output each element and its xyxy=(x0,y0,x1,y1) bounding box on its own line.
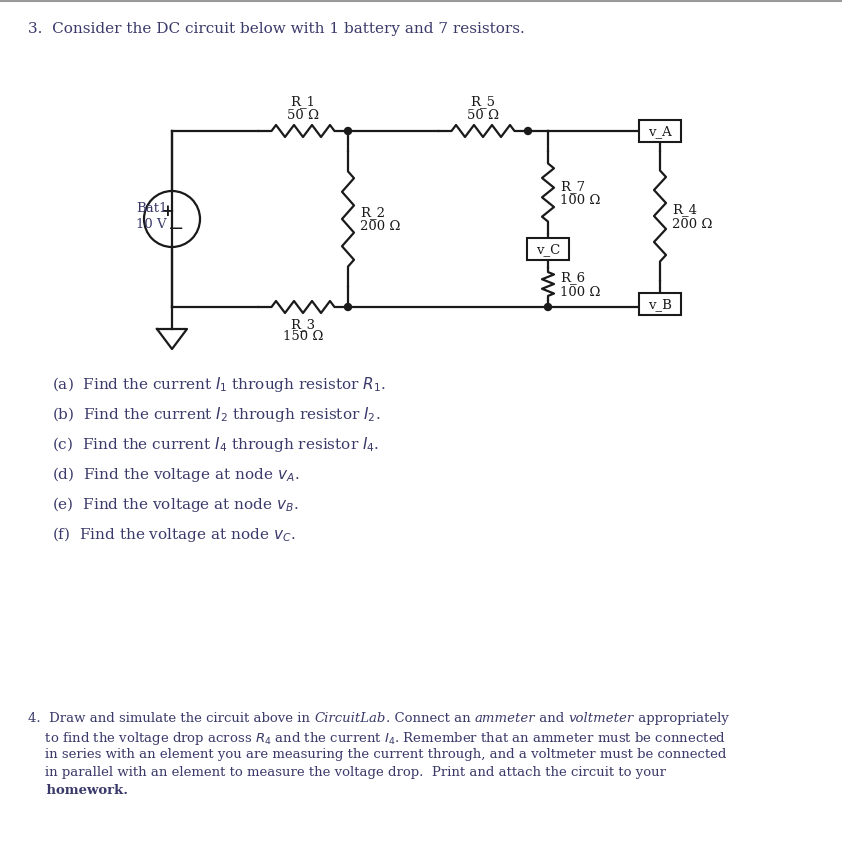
Text: R_6: R_6 xyxy=(560,271,585,284)
Text: 50 Ω: 50 Ω xyxy=(467,109,499,122)
Text: +: + xyxy=(160,203,174,219)
Text: in parallel with an element to measure the voltage drop.  Print and attach the c: in parallel with an element to measure t… xyxy=(28,766,666,778)
Circle shape xyxy=(344,128,351,135)
Text: voltmeter: voltmeter xyxy=(568,711,634,724)
Text: (d)  Find the voltage at node $v_A$.: (d) Find the voltage at node $v_A$. xyxy=(52,464,300,484)
Text: 50 Ω: 50 Ω xyxy=(287,109,319,122)
Text: ammeter: ammeter xyxy=(474,711,535,724)
Text: Bat1: Bat1 xyxy=(136,203,168,215)
Circle shape xyxy=(545,304,552,311)
Text: (a)  Find the current $I_1$ through resistor $R_1$.: (a) Find the current $I_1$ through resis… xyxy=(52,375,386,393)
Text: 200 Ω: 200 Ω xyxy=(672,217,712,230)
Text: R_3: R_3 xyxy=(290,317,316,331)
Text: (f)  Find the voltage at node $v_C$.: (f) Find the voltage at node $v_C$. xyxy=(52,524,296,544)
Text: . Connect an: . Connect an xyxy=(386,711,474,724)
Text: 150 Ω: 150 Ω xyxy=(283,330,323,343)
Text: R_4: R_4 xyxy=(672,203,697,216)
Text: to find the voltage drop across $R_4$ and the current $I_4$. Remember that an am: to find the voltage drop across $R_4$ an… xyxy=(28,729,726,746)
Text: R_7: R_7 xyxy=(560,180,585,192)
Text: v_C: v_C xyxy=(536,243,560,257)
Text: −: − xyxy=(168,219,184,238)
Text: homework.: homework. xyxy=(28,783,128,796)
FancyBboxPatch shape xyxy=(527,239,569,261)
Text: CircuitLab: CircuitLab xyxy=(314,711,386,724)
Circle shape xyxy=(344,304,351,311)
Text: 10 V: 10 V xyxy=(136,219,167,231)
Text: in series with an element you are measuring the current through, and a voltmeter: in series with an element you are measur… xyxy=(28,747,727,760)
Circle shape xyxy=(525,128,531,135)
FancyBboxPatch shape xyxy=(639,294,681,316)
Text: R_1: R_1 xyxy=(290,95,316,108)
Text: and: and xyxy=(535,711,568,724)
Text: 200 Ω: 200 Ω xyxy=(360,220,401,233)
Text: v_B: v_B xyxy=(648,298,672,311)
Text: (c)  Find the current $I_4$ through resistor $I_4$.: (c) Find the current $I_4$ through resis… xyxy=(52,435,379,453)
Text: (b)  Find the current $I_2$ through resistor $I_2$.: (b) Find the current $I_2$ through resis… xyxy=(52,404,381,424)
Text: R_5: R_5 xyxy=(471,95,495,108)
Text: appropriately: appropriately xyxy=(634,711,728,724)
FancyBboxPatch shape xyxy=(639,121,681,143)
Text: v_A: v_A xyxy=(648,126,672,138)
Text: 4.  Draw and simulate the circuit above in: 4. Draw and simulate the circuit above i… xyxy=(28,711,314,724)
Text: 3.  Consider the DC circuit below with 1 battery and 7 resistors.: 3. Consider the DC circuit below with 1 … xyxy=(28,22,525,36)
Text: 100 Ω: 100 Ω xyxy=(560,285,600,298)
Text: 100 Ω: 100 Ω xyxy=(560,194,600,207)
Text: R_2: R_2 xyxy=(360,206,385,219)
Text: (e)  Find the voltage at node $v_B$.: (e) Find the voltage at node $v_B$. xyxy=(52,495,299,513)
